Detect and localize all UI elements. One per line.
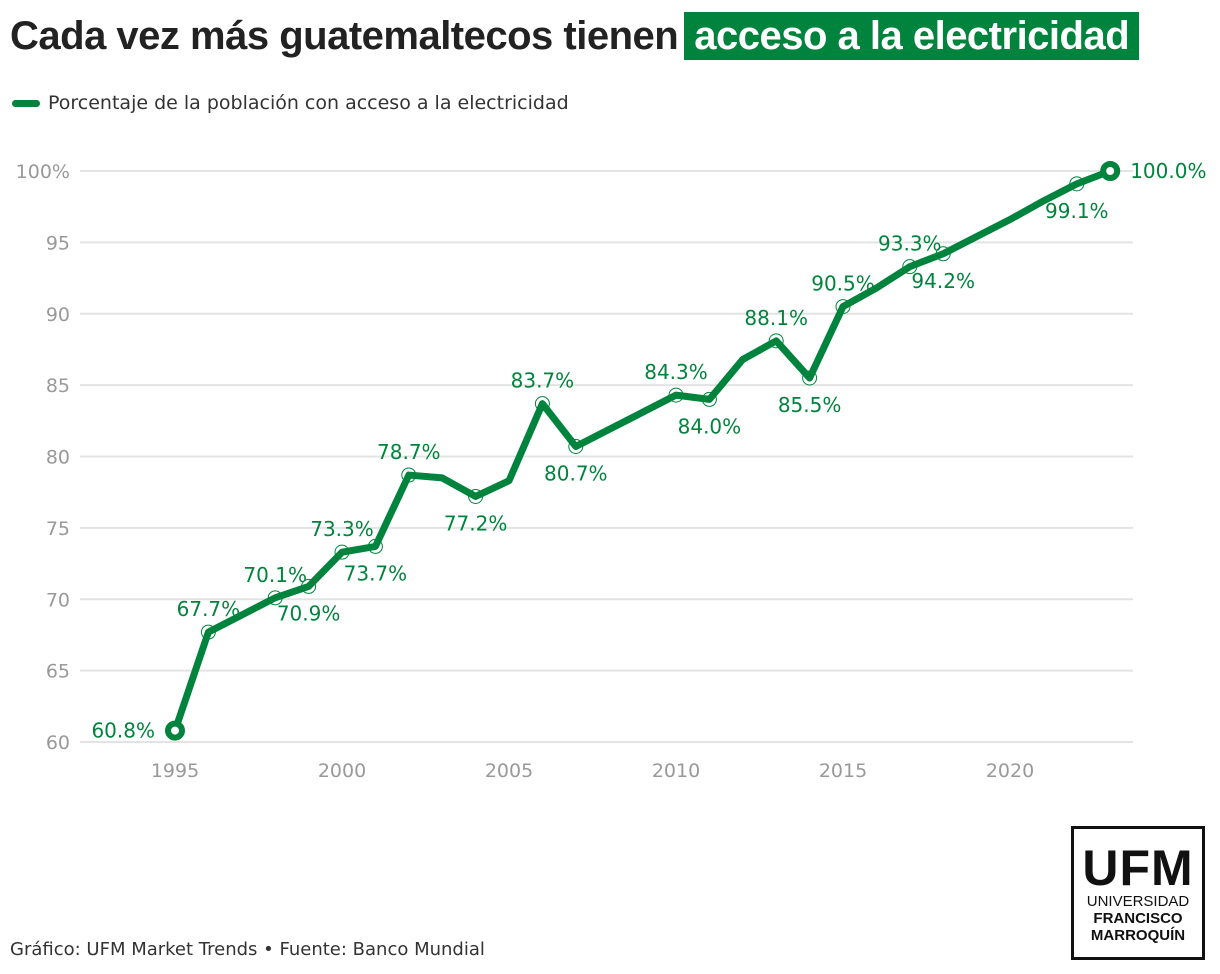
data-point-marker: [902, 259, 918, 275]
data-label: 70.1%: [243, 563, 307, 587]
y-tick-label: 60: [46, 732, 70, 754]
logo-ufm: UFM: [1082, 840, 1194, 896]
endpoint-marker: [1100, 161, 1121, 181]
logo-line2: FRANCISCO: [1093, 910, 1183, 927]
x-tick-label: 2000: [318, 760, 366, 782]
data-label: 60.8%: [91, 719, 155, 743]
data-point-marker: [835, 299, 851, 315]
x-tick-label: 2015: [819, 760, 867, 782]
data-point-marker: [668, 387, 684, 403]
data-point-marker: [267, 590, 283, 606]
x-tick-label: 2005: [485, 760, 533, 782]
data-label: 67.7%: [177, 597, 241, 621]
logo-line3: MARROQUÍN: [1090, 927, 1186, 944]
y-tick-label: 75: [46, 518, 70, 540]
data-label: 73.7%: [344, 561, 408, 585]
data-label: 80.7%: [544, 462, 608, 486]
data-label: 73.3%: [310, 517, 374, 541]
data-point-marker: [802, 370, 818, 386]
data-label: 100.0%: [1130, 159, 1206, 183]
data-label: 78.7%: [377, 440, 441, 464]
data-point-marker: [301, 578, 317, 594]
data-label: 88.1%: [744, 306, 808, 330]
series-line: [171, 167, 1112, 732]
ufm-logo: UFM UNIVERSIDAD FRANCISCO MARROQUÍN: [1071, 826, 1205, 960]
data-label: 77.2%: [444, 511, 508, 535]
y-tick-label: 70: [46, 589, 70, 611]
data-label: 93.3%: [878, 232, 942, 256]
line-chart: 60 65 70 75 80 85 90 95 100% 1995 2000 2005 2010 2015…: [16, 159, 1207, 782]
data-point-marker: [768, 333, 784, 349]
data-label: 84.3%: [644, 360, 708, 384]
y-tick-label: 80: [46, 447, 70, 469]
chart-title: Cada vez más guatemaltecos tienen acceso …: [10, 12, 1140, 60]
data-point-marker: [334, 544, 350, 560]
y-tick-label: 65: [46, 661, 70, 683]
data-label: 85.5%: [778, 393, 842, 417]
x-tick-label: 1995: [151, 760, 199, 782]
source-footer: Gráfico: UFM Market Trends • Fuente: Ban…: [10, 939, 485, 960]
data-point-marker: [468, 488, 484, 504]
data-point-marker: [367, 538, 383, 554]
data-label: 94.2%: [911, 269, 975, 293]
data-label: 83.7%: [511, 369, 575, 393]
x-tick-label: 2020: [986, 760, 1034, 782]
x-tick-label: 2010: [652, 760, 700, 782]
data-label: 70.9%: [277, 601, 341, 625]
data-point-marker: [935, 246, 951, 262]
y-tick-label: 100%: [16, 161, 70, 183]
data-point-marker: [1069, 176, 1085, 192]
data-label: 99.1%: [1045, 199, 1109, 223]
data-point-marker: [568, 439, 584, 455]
y-tick-label: 95: [46, 232, 70, 254]
endpoint-marker: [165, 720, 185, 741]
data-point-marker: [701, 391, 717, 407]
legend-label: Porcentaje de la población con acceso a …: [48, 92, 569, 114]
y-tick-label: 85: [46, 375, 70, 397]
logo-line1: UNIVERSIDAD: [1086, 893, 1190, 910]
data-point-marker: [534, 396, 550, 412]
data-label: 84.0%: [678, 414, 742, 438]
y-tick-label: 90: [46, 304, 70, 326]
data-point-marker: [200, 624, 216, 640]
title-highlight: acceso a la electricidad: [684, 12, 1140, 60]
legend-swatch: [12, 99, 40, 107]
data-label: 90.5%: [811, 272, 875, 296]
data-point-marker: [401, 467, 417, 483]
title-text: Cada vez más guatemaltecos tienen: [10, 14, 679, 58]
legend: Porcentaje de la población con acceso a …: [12, 92, 569, 114]
